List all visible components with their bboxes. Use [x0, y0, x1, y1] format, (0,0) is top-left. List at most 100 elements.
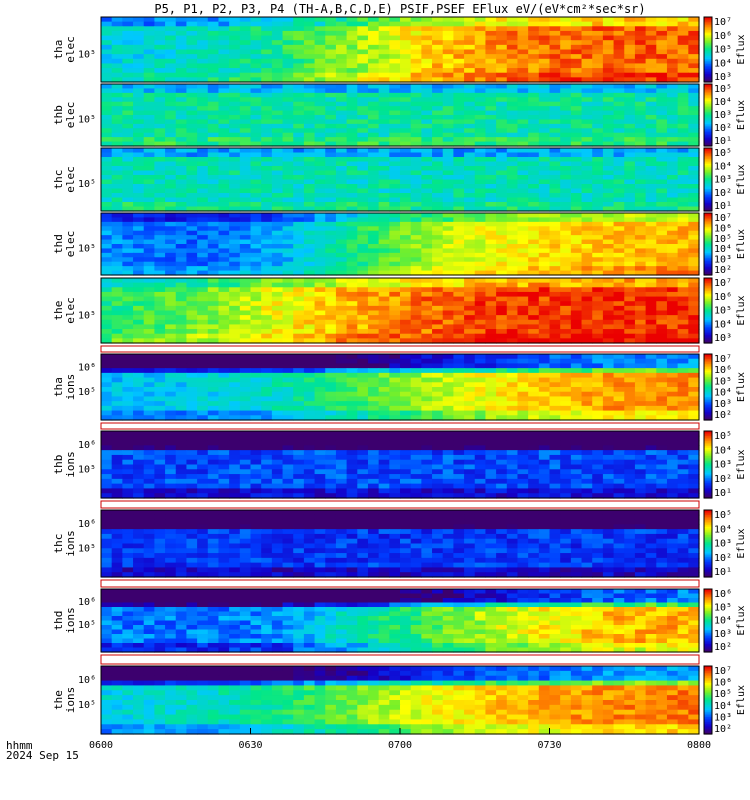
heatmap-cell — [496, 296, 508, 302]
heatmap-cell — [175, 179, 188, 185]
heatmap-cell — [442, 175, 454, 181]
heatmap-cell — [367, 377, 380, 383]
heatmap-cell — [197, 319, 209, 326]
heatmap-cell — [111, 291, 123, 298]
heatmap-cell — [432, 310, 444, 316]
heatmap-cell — [165, 21, 177, 27]
heatmap-cell — [335, 287, 348, 293]
heatmap-cell — [133, 266, 145, 272]
heatmap-cell — [592, 221, 604, 227]
heatmap-cell — [282, 401, 294, 407]
heatmap-cell — [506, 21, 519, 27]
heatmap-cell — [666, 141, 679, 147]
heatmap-cell — [250, 213, 262, 219]
heatmap-cell — [581, 296, 593, 302]
heatmap-cell — [570, 54, 583, 60]
heatmap-cell — [496, 213, 508, 219]
heatmap-cell — [111, 405, 123, 412]
heatmap-cell — [432, 305, 444, 312]
heatmap-cell — [645, 26, 657, 32]
colorbar-segment — [704, 192, 712, 195]
heatmap-cell — [496, 261, 508, 267]
heatmap-cell — [346, 137, 358, 143]
heatmap-cell — [261, 137, 273, 143]
heatmap-cell — [357, 301, 369, 307]
heatmap-cell — [560, 202, 572, 208]
heatmap-cell — [357, 49, 369, 55]
heatmap-cell — [250, 338, 262, 344]
heatmap-cell — [261, 157, 273, 163]
heatmap-cell — [250, 35, 262, 41]
heatmap-cell — [197, 296, 209, 302]
heatmap-cell — [165, 278, 177, 284]
heatmap-cell — [122, 401, 134, 407]
heatmap-cell — [656, 226, 668, 232]
heatmap-cell — [432, 415, 444, 421]
heatmap-cell — [335, 137, 348, 143]
heatmap-cell — [560, 305, 572, 312]
heatmap-cell — [111, 115, 123, 121]
heatmap-cell — [207, 261, 220, 267]
heatmap-cell — [528, 202, 540, 208]
heatmap-cell — [400, 329, 412, 335]
heatmap-cell — [421, 391, 433, 398]
heatmap-cell — [666, 40, 679, 46]
heatmap-cell — [293, 63, 305, 69]
heatmap-cell — [378, 387, 390, 393]
heatmap-cell — [613, 315, 625, 321]
heatmap-cell — [688, 319, 700, 326]
heatmap-cell — [624, 170, 636, 176]
heatmap-cell — [154, 148, 166, 154]
heatmap-cell — [335, 405, 348, 412]
heatmap-cell — [346, 372, 358, 379]
heatmap-cell — [506, 132, 519, 138]
heatmap-cell — [293, 257, 305, 263]
heatmap-cell — [250, 166, 262, 172]
colorbar-segment — [704, 382, 712, 385]
heatmap-cell — [218, 63, 230, 69]
heatmap-cell — [271, 305, 284, 312]
heatmap-cell — [325, 244, 337, 250]
heatmap-cell — [229, 63, 241, 69]
heatmap-cell — [645, 270, 657, 276]
heatmap-cell — [656, 405, 668, 412]
heatmap-cell — [549, 248, 561, 254]
heatmap-cell — [528, 161, 540, 167]
heatmap-cell — [688, 230, 700, 236]
heatmap-cell — [165, 387, 177, 393]
colorbar-segment — [704, 198, 712, 201]
heatmap-cell — [293, 315, 305, 321]
heatmap-cell — [464, 44, 476, 51]
heatmap-cell — [389, 305, 401, 312]
heatmap-cell — [101, 54, 113, 60]
heatmap-cell — [207, 305, 220, 312]
heatmap-cell — [367, 193, 380, 199]
heatmap-cell — [538, 123, 551, 129]
heatmap-cell — [442, 315, 454, 321]
heatmap-cell — [453, 110, 465, 116]
heatmap-cell — [239, 354, 252, 360]
heatmap-cell — [581, 101, 593, 107]
heatmap-cell — [442, 197, 454, 203]
heatmap-cell — [410, 248, 422, 254]
heatmap-cell — [688, 305, 700, 312]
heatmap-cell — [207, 329, 220, 335]
heatmap-cell — [432, 84, 444, 90]
heatmap-cell — [186, 193, 198, 199]
heatmap-cell — [378, 377, 390, 383]
heatmap-cell — [624, 179, 636, 185]
heatmap-cell — [517, 239, 529, 245]
heatmap-cell — [239, 230, 252, 236]
heatmap-cell — [218, 72, 230, 78]
heatmap-cell — [175, 141, 188, 147]
heatmap-cell — [197, 278, 209, 284]
heatmap-cell — [143, 161, 155, 167]
heatmap-cell — [560, 17, 572, 23]
heatmap-cell — [293, 248, 305, 254]
heatmap-cell — [645, 377, 657, 383]
heatmap-cell — [592, 387, 604, 393]
heatmap-cell — [400, 97, 412, 103]
heatmap-cell — [250, 170, 262, 176]
heatmap-cell — [496, 30, 508, 37]
heatmap-cell — [528, 137, 540, 143]
